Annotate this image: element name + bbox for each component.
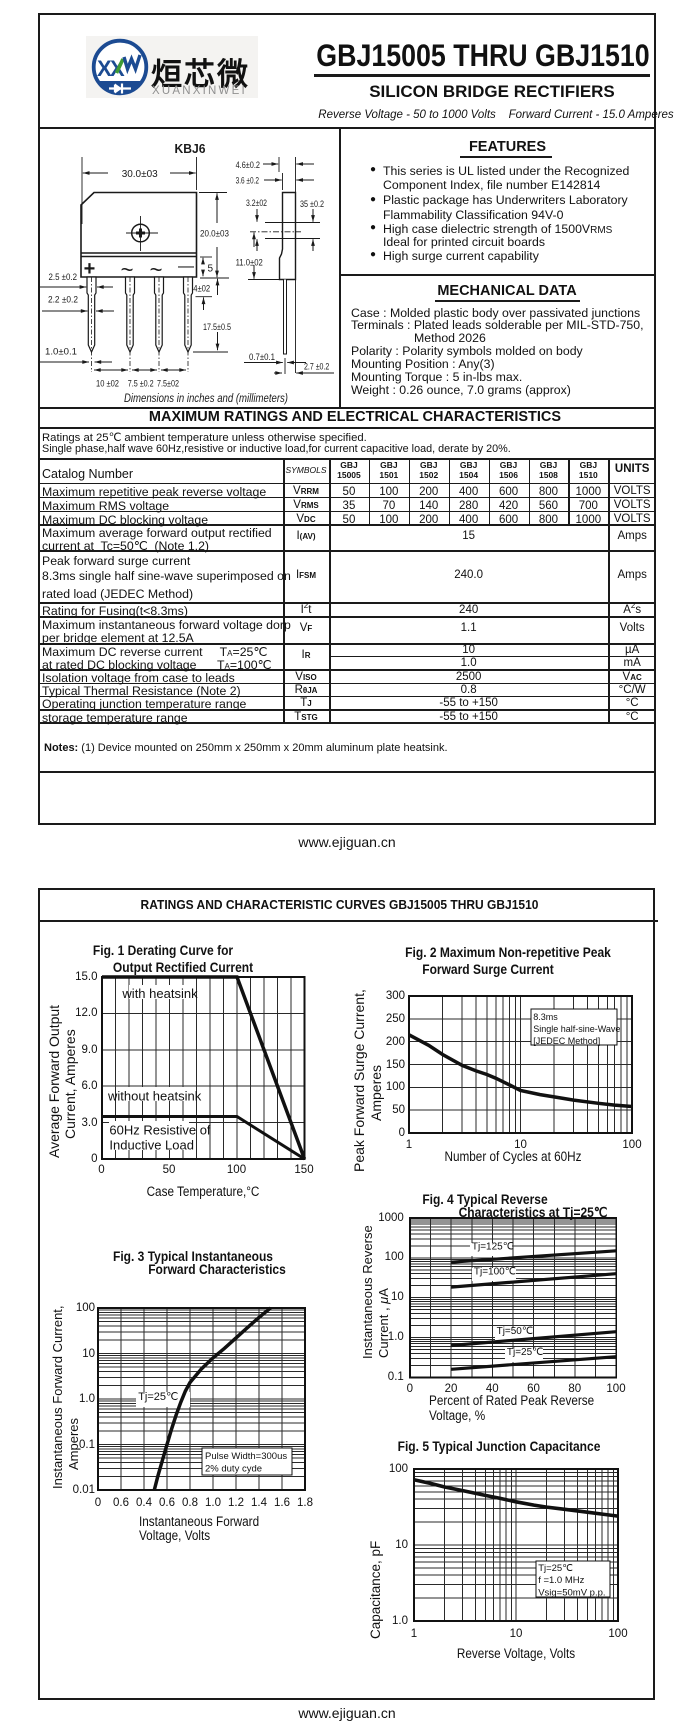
svg-text:30.0±03: 30.0±03 — [122, 169, 158, 180]
svg-text:4.6±0.2: 4.6±0.2 — [236, 160, 260, 171]
svg-text:Single half-sine-Wave: Single half-sine-Wave — [533, 1024, 620, 1034]
svg-text:+: + — [84, 258, 96, 280]
svg-text:60Hz Resistive of: 60Hz Resistive of — [109, 1123, 211, 1138]
svg-text:X: X — [97, 56, 112, 81]
svg-text:11.0±02: 11.0±02 — [236, 258, 263, 269]
svg-text:7.5 ±0.2: 7.5 ±0.2 — [128, 379, 154, 390]
svg-text:Tj=50℃: Tj=50℃ — [496, 1326, 532, 1337]
svg-text:10 ±02: 10 ±02 — [96, 379, 119, 390]
svg-text:0.7±0.1: 0.7±0.1 — [249, 352, 275, 363]
svg-text:4±02: 4±02 — [193, 284, 210, 295]
svg-text:Tj=25℃: Tj=25℃ — [507, 1347, 543, 1358]
svg-text:Tj=25℃: Tj=25℃ — [538, 1563, 573, 1574]
svg-text:20.0±03: 20.0±03 — [200, 229, 229, 240]
svg-text:Vsig=50mV p.p.: Vsig=50mV p.p. — [538, 1587, 605, 1598]
svg-text:~: ~ — [121, 257, 134, 282]
svg-text:f =1.0 MHz: f =1.0 MHz — [538, 1575, 584, 1586]
svg-text:2.7 ±0.2: 2.7 ±0.2 — [304, 362, 329, 373]
svg-text:~: ~ — [150, 257, 163, 282]
svg-text:5: 5 — [208, 264, 214, 275]
svg-text:Tj=125℃: Tj=125℃ — [472, 1241, 514, 1252]
svg-text:8.3ms: 8.3ms — [533, 1012, 558, 1022]
svg-text:Pulse Width=300us: Pulse Width=300us — [205, 1451, 287, 1462]
svg-text:17.5±0.5: 17.5±0.5 — [203, 322, 231, 333]
svg-text:3.2±02: 3.2±02 — [246, 198, 267, 209]
svg-text:35 ±0.2: 35 ±0.2 — [300, 199, 324, 210]
svg-text:3.6 ±0.2: 3.6 ±0.2 — [236, 176, 259, 187]
svg-text:Inductive Load: Inductive Load — [109, 1138, 194, 1153]
svg-text:7.5±02: 7.5±02 — [157, 379, 179, 390]
svg-text:Tj=100℃: Tj=100℃ — [474, 1266, 516, 1277]
svg-text:—: — — [178, 258, 194, 275]
svg-text:Tj=25℃: Tj=25℃ — [138, 1391, 178, 1403]
svg-text:[JEDEC Method]: [JEDEC Method] — [533, 1036, 600, 1046]
svg-text:2% duty cyde: 2% duty cyde — [205, 1463, 262, 1474]
svg-text:1.0±0.1: 1.0±0.1 — [45, 347, 77, 358]
svg-text:Dimensions in inches and (mill: Dimensions in inches and (millimeters) — [124, 391, 288, 405]
svg-text:without heatsink: without heatsink — [106, 1089, 201, 1104]
svg-text:KBJ6: KBJ6 — [175, 141, 206, 156]
svg-text:2.2 ±0.2: 2.2 ±0.2 — [48, 295, 78, 306]
svg-text:with heatsink: with heatsink — [121, 986, 198, 1001]
svg-text:2.5 ±0.2: 2.5 ±0.2 — [49, 272, 78, 283]
